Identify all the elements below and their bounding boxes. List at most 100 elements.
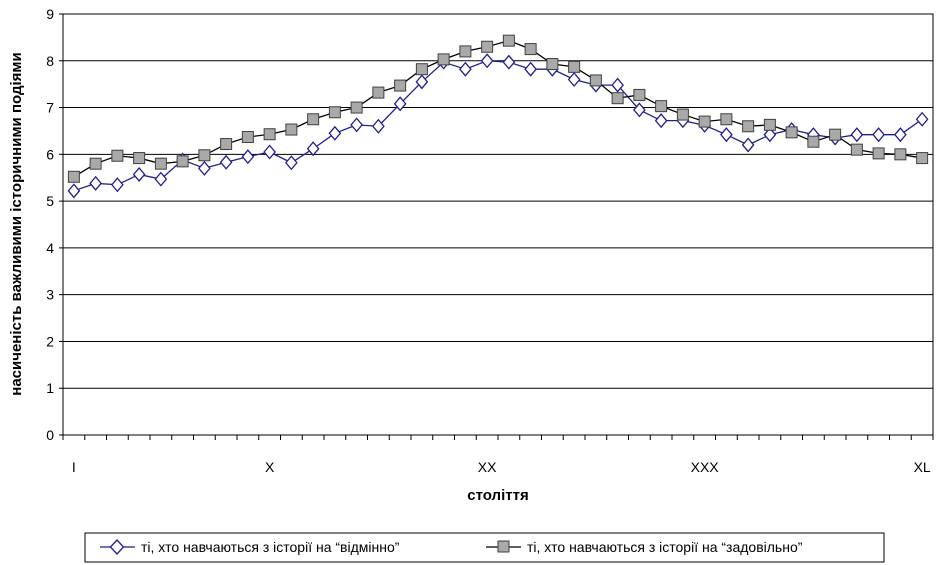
y-tick-label: 5 xyxy=(46,193,54,209)
data-point-square xyxy=(742,120,755,133)
y-tick-label: 1 xyxy=(46,380,54,396)
series-layer xyxy=(67,34,929,199)
data-point-square xyxy=(763,118,776,131)
data-point-diamond xyxy=(111,177,124,193)
data-point-diamond xyxy=(720,127,733,143)
data-point-square xyxy=(437,53,450,66)
data-point-square xyxy=(328,106,341,119)
data-point-diamond xyxy=(154,171,168,187)
y-tick-label: 7 xyxy=(46,100,54,116)
data-point-diamond xyxy=(894,127,907,143)
series-0 xyxy=(67,53,929,199)
data-point-diamond xyxy=(480,53,494,69)
plot-area-border xyxy=(62,13,934,436)
data-point-square xyxy=(67,170,80,183)
series-1 xyxy=(67,34,929,183)
data-point-diamond xyxy=(567,71,581,87)
data-point-diamond xyxy=(89,175,102,191)
data-point-square xyxy=(350,101,363,114)
legend-diamond-marker-icon xyxy=(109,539,125,555)
data-point-square xyxy=(589,74,602,87)
data-point-diamond xyxy=(219,154,233,170)
data-point-square xyxy=(655,100,668,113)
x-tick-label: I xyxy=(72,459,76,475)
data-point-diamond xyxy=(372,118,385,134)
x-tick-label: XX xyxy=(478,459,497,475)
data-point-square xyxy=(720,113,733,126)
data-point-square xyxy=(698,115,711,128)
data-point-diamond xyxy=(459,61,472,77)
y-tick-label: 6 xyxy=(46,146,54,162)
x-tick-label: XXX xyxy=(691,459,720,475)
data-point-diamond xyxy=(741,137,755,153)
data-point-diamond xyxy=(654,113,668,129)
data-point-diamond xyxy=(393,96,407,112)
data-point-square xyxy=(89,157,102,170)
data-point-square xyxy=(285,123,298,136)
data-point-square xyxy=(459,45,472,58)
legend-item-excellent: ті, хто навчаються з історії на “відмінн… xyxy=(100,539,400,555)
data-point-square xyxy=(850,143,863,156)
data-point-square xyxy=(785,126,798,139)
data-point-square xyxy=(372,86,385,99)
series-line xyxy=(73,39,923,178)
data-point-diamond xyxy=(67,183,81,199)
gridlines xyxy=(63,60,933,389)
data-point-square xyxy=(829,128,842,141)
data-point-square xyxy=(241,131,254,144)
data-point-diamond xyxy=(502,54,516,70)
data-point-diamond xyxy=(241,149,255,165)
legend-label-satisfactory: ті, хто навчаються з історії на “задовіл… xyxy=(527,539,803,555)
data-point-diamond xyxy=(524,61,537,77)
data-point-square xyxy=(415,63,428,76)
data-point-diamond xyxy=(633,102,646,118)
data-point-diamond xyxy=(263,144,276,160)
x-tick-label: X xyxy=(265,459,275,475)
legend-item-satisfactory: ті, хто навчаються з історії на “задовіл… xyxy=(486,539,803,555)
data-point-square xyxy=(676,108,689,121)
legend-label-excellent: ті, хто навчаються з історії на “відмінн… xyxy=(141,539,400,555)
data-point-diamond xyxy=(850,127,864,143)
data-point-square xyxy=(133,152,146,165)
data-point-square xyxy=(502,34,515,47)
data-point-square xyxy=(633,88,646,101)
y-tick-label: 2 xyxy=(46,333,54,349)
data-point-diamond xyxy=(328,125,342,141)
y-tick-label: 8 xyxy=(46,53,54,69)
data-point-diamond xyxy=(306,141,320,157)
data-point-square xyxy=(611,92,624,105)
data-point-square xyxy=(154,157,167,170)
data-point-diamond xyxy=(198,160,211,176)
data-point-square xyxy=(111,149,124,162)
data-point-square xyxy=(198,149,211,162)
data-point-diamond xyxy=(285,155,298,171)
legend-square-marker-icon xyxy=(497,540,510,553)
series-line xyxy=(73,60,923,192)
data-point-square xyxy=(524,43,537,56)
data-point-diamond xyxy=(915,111,929,127)
data-point-diamond xyxy=(872,127,885,143)
y-axis-title: насиченість важливими історичними подіям… xyxy=(8,52,25,395)
data-point-diamond xyxy=(350,117,363,133)
y-tick-label: 9 xyxy=(46,6,54,22)
y-tick-label: 0 xyxy=(46,427,54,443)
data-point-square xyxy=(176,155,189,168)
data-point-square xyxy=(894,148,907,161)
y-tick-label: 3 xyxy=(46,287,54,303)
data-point-square xyxy=(568,60,581,73)
data-point-diamond xyxy=(415,74,429,90)
data-point-diamond xyxy=(611,77,624,93)
data-point-square xyxy=(263,128,276,141)
data-point-diamond xyxy=(132,166,146,182)
data-point-square xyxy=(220,138,233,151)
data-point-square xyxy=(916,152,929,165)
legend: ті, хто навчаються з історії на “відмінн… xyxy=(84,532,885,563)
data-point-square xyxy=(807,135,820,148)
data-point-square xyxy=(546,58,559,71)
data-point-square xyxy=(307,113,320,126)
data-point-square xyxy=(481,40,494,53)
x-axis-title: століття xyxy=(467,487,528,504)
